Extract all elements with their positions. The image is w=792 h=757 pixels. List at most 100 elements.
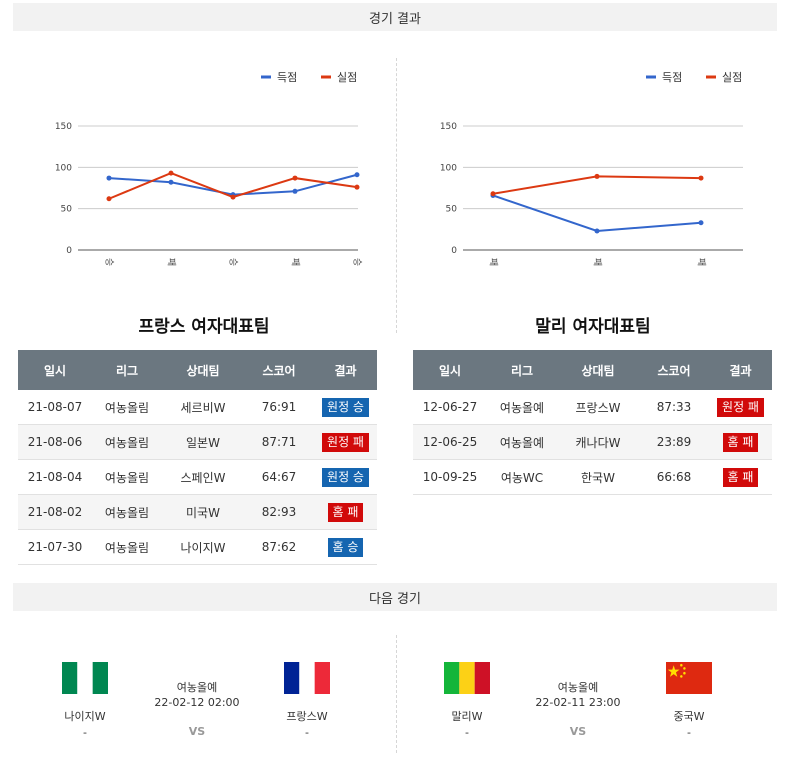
- cell-opponent: 미국W: [162, 494, 244, 530]
- cell-date: 12-06-25: [413, 424, 487, 460]
- col-date: 일시: [18, 350, 92, 390]
- cell-league: 여농올림: [92, 424, 162, 460]
- match-datetime: 22-02-12 02:00: [154, 696, 240, 709]
- table-header-row: 일시 리그 상대팀 스코어 결과: [413, 350, 772, 390]
- vs-label: VS: [188, 725, 206, 738]
- table-row: 21-08-06 여농올림 일본W 87:71 원정 패: [18, 424, 377, 460]
- table-row: 21-08-04 여농올림 스페인W 64:67 원정 승: [18, 459, 377, 495]
- cell-opponent: 프랑스W: [557, 390, 639, 425]
- mali-flag-icon: [444, 662, 490, 694]
- col-score: 스코어: [639, 350, 709, 390]
- cell-date: 21-08-04: [18, 459, 92, 495]
- legend-label: 득점: [662, 71, 682, 84]
- home-team-name: 말리W: [451, 710, 483, 723]
- cell-opponent: 나이지W: [162, 529, 244, 565]
- legend-label: 실점: [722, 71, 742, 84]
- home-team-sub: -: [465, 726, 469, 739]
- table-header-row: 일시 리그 상대팀 스코어 결과: [18, 350, 377, 390]
- table-row: 12-06-27 여농올예 프랑스W 87:33 원정 패: [413, 390, 772, 425]
- y-tick-label: 0: [451, 246, 457, 256]
- col-result: 결과: [314, 350, 377, 390]
- result-badge: 원정 패: [322, 432, 369, 452]
- france-flag-icon: [284, 662, 330, 694]
- away-team-sub: -: [305, 726, 309, 739]
- cell-score: 76:91: [244, 390, 314, 425]
- cell-league: 여농올림: [92, 459, 162, 495]
- cell-result: 홈 패: [709, 459, 772, 495]
- cell-opponent: 한국W: [557, 459, 639, 495]
- cell-result: 홈 승: [314, 529, 377, 565]
- france-chart-svg: 득점 실점 0 50 100 150 승 패 승 패 승: [55, 71, 363, 266]
- match-datetime: 22-02-11 23:00: [535, 696, 621, 709]
- cell-league: 여농올예: [487, 424, 557, 460]
- cell-date: 21-07-30: [18, 529, 92, 565]
- x-tick-label: 패: [290, 258, 301, 266]
- cell-result: 홈 패: [314, 494, 377, 530]
- next-match-section-header: 다음 경기: [13, 583, 777, 611]
- x-tick-label: 패: [166, 258, 177, 266]
- data-point: [490, 191, 496, 197]
- x-tick-label: 패: [696, 258, 707, 266]
- table-row: 10-09-25 여농WC 한국W 66:68 홈 패: [413, 459, 772, 495]
- cell-score: 87:33: [639, 390, 709, 425]
- y-tick-label: 100: [440, 163, 457, 173]
- data-point: [698, 175, 704, 181]
- cell-league: 여농WC: [487, 459, 557, 495]
- results-section-header: 경기 결과: [13, 3, 777, 31]
- match-league: 여농올예: [176, 681, 218, 694]
- y-tick-label: 50: [61, 205, 73, 215]
- away-team-name: 프랑스W: [286, 710, 328, 723]
- y-tick-label: 50: [446, 205, 458, 215]
- data-point: [230, 194, 236, 200]
- series-line-conceded: [492, 175, 702, 195]
- result-badge: 홈 승: [327, 537, 364, 557]
- data-point: [292, 188, 298, 194]
- mali-chart-svg: 득점 실점 0 50 100 150 패 패 패: [440, 71, 743, 266]
- cell-opponent: 스페인W: [162, 459, 244, 495]
- col-opponent: 상대팀: [162, 350, 244, 390]
- col-league: 리그: [487, 350, 557, 390]
- cell-score: 64:67: [244, 459, 314, 495]
- cell-opponent: 일본W: [162, 424, 244, 460]
- x-tick-label: 승: [228, 258, 239, 266]
- cell-opponent: 세르비W: [162, 390, 244, 425]
- cell-score: 23:89: [639, 424, 709, 460]
- cell-league: 여농올예: [487, 390, 557, 425]
- data-point: [106, 175, 112, 181]
- mali-chart: 득점 실점 0 50 100 150 패 패 패: [398, 58, 768, 288]
- mali-team-title: 말리 여자대표팀: [535, 317, 651, 337]
- col-score: 스코어: [244, 350, 314, 390]
- away-team-name: 중국W: [673, 710, 705, 723]
- cell-league: 여농올림: [92, 390, 162, 425]
- cell-date: 21-08-07: [18, 390, 92, 425]
- cell-result: 원정 승: [314, 459, 377, 495]
- series-line-scored: [108, 173, 358, 196]
- cell-date: 10-09-25: [413, 459, 487, 495]
- legend-label: 득점: [277, 71, 297, 84]
- cell-score: 82:93: [244, 494, 314, 530]
- nigeria-flag-icon: [62, 662, 108, 694]
- cell-result: 원정 승: [314, 390, 377, 425]
- x-tick-label: 승: [104, 258, 115, 266]
- cell-score: 87:62: [244, 529, 314, 565]
- y-tick-label: 0: [66, 246, 72, 256]
- match-divider: [396, 635, 397, 753]
- data-point: [698, 220, 704, 226]
- vs-label: VS: [569, 725, 587, 738]
- result-badge: 홈 패: [327, 502, 364, 522]
- col-date: 일시: [413, 350, 487, 390]
- data-point: [292, 175, 298, 181]
- y-tick-label: 100: [55, 163, 72, 173]
- x-tick-label: 패: [488, 258, 499, 266]
- data-point: [168, 179, 174, 185]
- data-point: [354, 172, 360, 178]
- cell-opponent: 캐나다W: [557, 424, 639, 460]
- x-tick-label: 승: [352, 258, 363, 266]
- data-point: [594, 173, 600, 179]
- cell-league: 여농올림: [92, 529, 162, 565]
- cell-score: 66:68: [639, 459, 709, 495]
- series-line-scored: [492, 194, 702, 232]
- france-chart: 득점 실점 0 50 100 150 승 패 승 패 승: [13, 58, 383, 288]
- cell-result: 홈 패: [709, 424, 772, 460]
- result-badge: 원정 패: [717, 397, 764, 417]
